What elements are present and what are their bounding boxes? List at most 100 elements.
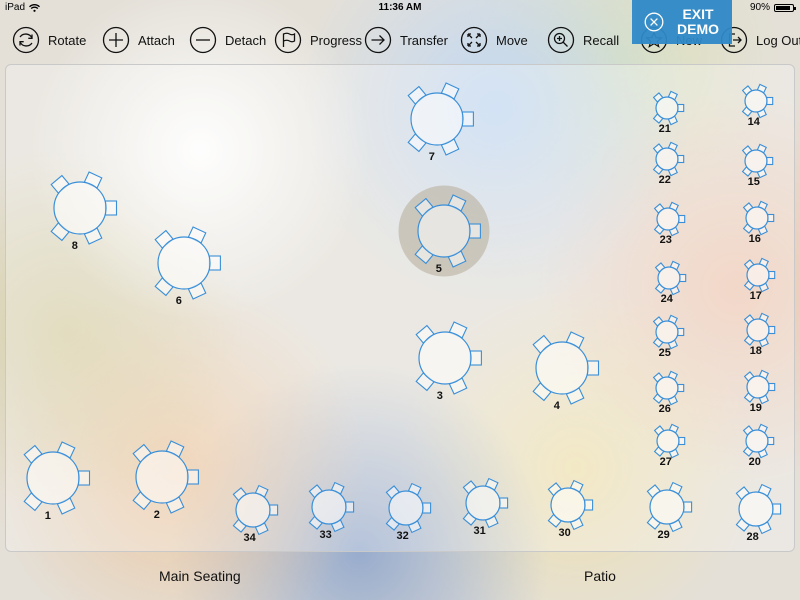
table-27[interactable]: 27 [653,423,686,468]
table-number-label: 24 [661,293,674,305]
chair [677,383,685,393]
table-1[interactable]: 1 [23,441,91,522]
table-number-label: 16 [749,233,761,245]
move-arrows-icon [460,26,488,54]
table-8[interactable]: 8 [50,171,118,252]
table-number-label: 32 [396,530,408,542]
arrow-right-icon [364,26,392,54]
chair [345,501,355,513]
table-number-label: 14 [748,116,761,128]
table-29[interactable]: 29 [646,481,693,541]
table-16[interactable]: 16 [742,200,775,245]
attach-button[interactable]: Attach [102,24,175,56]
table-number-label: 29 [657,529,669,541]
table-2[interactable]: 2 [132,440,199,521]
table-5[interactable]: 5 [398,185,490,277]
chair [468,223,481,239]
table-top [656,207,680,231]
transfer-button[interactable]: Transfer [364,24,448,56]
chair [767,436,775,446]
table-top [235,492,271,528]
table-25[interactable]: 25 [652,314,685,359]
carrier-label: iPad [5,2,26,13]
table-18[interactable]: 18 [743,312,776,357]
chair [766,96,774,106]
chair [499,497,509,509]
toolbar: Rotate Attach Detach Progress Transfer [0,24,800,56]
move-button[interactable]: Move [460,24,528,56]
table-number-label: 17 [750,290,762,302]
table-top [738,491,774,527]
table-top [53,181,107,235]
rotate-icon [12,26,40,54]
plus-icon [102,26,130,54]
table-number-label: 5 [436,263,442,275]
table-top [535,341,589,395]
table-6[interactable]: 6 [154,226,221,307]
table-14[interactable]: 14 [741,83,774,128]
table-23[interactable]: 23 [653,201,686,246]
table-number-label: 34 [243,532,256,544]
table-number-label: 3 [437,390,443,402]
table-number-label: 28 [746,531,758,543]
table-top [135,450,189,504]
logout-button[interactable]: Log Out [720,24,800,56]
chair [186,469,199,485]
table-17[interactable]: 17 [743,257,776,302]
table-3[interactable]: 3 [415,321,482,402]
table-21[interactable]: 21 [652,90,685,135]
exit-demo-button[interactable]: EXIT DEMO [632,0,732,44]
table-number-label: 7 [429,151,435,163]
table-number-label: 33 [319,529,331,541]
recall-button[interactable]: Recall [547,24,619,56]
progress-button[interactable]: Progress [274,24,362,56]
chair [586,360,600,376]
table-26[interactable]: 26 [652,370,685,415]
tab-main-seating[interactable]: Main Seating [159,568,241,584]
table-22[interactable]: 22 [652,141,685,186]
table-32[interactable]: 32 [385,482,432,542]
table-34[interactable]: 34 [232,484,279,544]
table-28[interactable]: 28 [735,483,782,543]
table-19[interactable]: 19 [743,369,776,414]
table-top [744,89,768,113]
status-bar: iPad 11:36 AM 90% [0,0,800,16]
rotate-button[interactable]: Rotate [12,24,86,56]
chair [766,156,774,166]
table-7[interactable]: 7 [407,82,474,163]
table-number-label: 15 [748,176,760,188]
rotate-label: Rotate [48,32,87,48]
chair [208,255,221,271]
table-top [418,331,472,385]
table-top [655,96,679,120]
battery-icon [774,3,796,12]
table-30[interactable]: 30 [547,479,594,539]
table-15[interactable]: 15 [741,143,774,188]
chair [677,327,685,337]
table-top [655,320,679,344]
table-4[interactable]: 4 [532,331,600,412]
recall-label: Recall [583,32,620,48]
table-top [655,147,679,171]
table-top [657,266,681,290]
table-number-label: 21 [659,123,671,135]
table-number-label: 27 [660,456,672,468]
chair [77,470,91,486]
table-number-label: 30 [558,527,570,539]
table-number-label: 8 [72,240,78,252]
chair [767,213,775,223]
tab-patio[interactable]: Patio [584,568,616,584]
table-33[interactable]: 33 [308,481,355,541]
chair [678,214,686,224]
table-number-label: 19 [750,402,762,414]
table-top [388,490,424,526]
table-31[interactable]: 31 [462,477,509,537]
table-20[interactable]: 20 [742,423,775,468]
table-24[interactable]: 24 [654,260,687,305]
detach-button[interactable]: Detach [189,24,266,56]
table-number-label: 25 [659,347,671,359]
table-number-label: 1 [45,510,51,522]
table-top [550,487,586,523]
logout-label: Log Out [756,32,800,48]
table-number-label: 26 [659,403,671,415]
